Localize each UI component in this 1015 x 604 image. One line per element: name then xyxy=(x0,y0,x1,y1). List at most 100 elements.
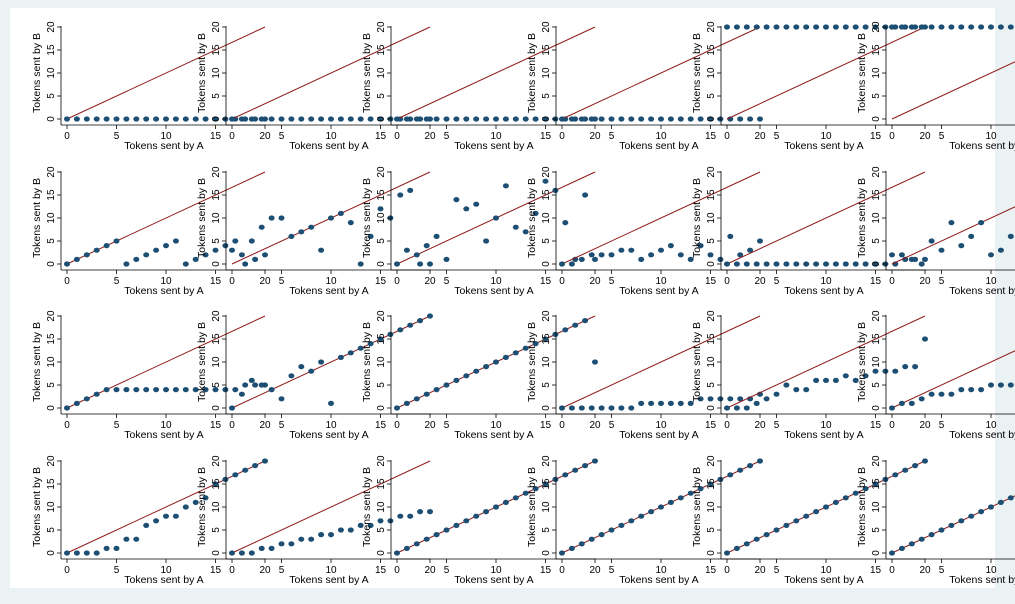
y-tick-label: 5 xyxy=(211,382,222,388)
data-point xyxy=(328,532,334,538)
data-point xyxy=(757,116,763,122)
y-tick-label: 5 xyxy=(541,238,552,244)
data-point xyxy=(677,495,684,501)
data-point xyxy=(783,522,790,529)
data-point xyxy=(288,233,295,239)
panel-14: 0 5 10 15 20 0 5 10 15 20 Tokens sent by A Tokens s… xyxy=(196,310,436,441)
x-tick-label: 5 xyxy=(114,131,120,142)
panel-18: 0 5 10 15 20 0 5 10 15 20 Tokens sent by A Tokens s… xyxy=(856,310,1015,441)
data-point xyxy=(889,550,895,556)
data-point xyxy=(908,256,915,262)
y-tick-label: 20 xyxy=(706,455,717,467)
data-point xyxy=(423,391,430,397)
data-point xyxy=(463,206,470,212)
data-point xyxy=(532,210,539,216)
panel-19: 0 5 10 15 20 0 5 10 15 20 Tokens sent by A Tokens s… xyxy=(31,455,271,586)
data-point xyxy=(397,192,404,198)
x-axis-title: Tokens sent by A xyxy=(949,140,1015,152)
data-point xyxy=(252,256,259,262)
diagonal-reference-line xyxy=(561,315,761,409)
data-point xyxy=(697,243,704,249)
data-point xyxy=(922,458,928,464)
y-tick-label: 10 xyxy=(871,356,882,368)
data-point xyxy=(367,522,374,529)
data-point xyxy=(337,210,344,216)
data-point xyxy=(928,238,935,244)
y-tick-label: 20 xyxy=(541,166,552,178)
data-point xyxy=(453,522,460,529)
data-point xyxy=(918,536,925,542)
data-point xyxy=(697,116,704,122)
data-point xyxy=(232,472,239,478)
y-tick-label: 15 xyxy=(376,189,387,201)
y-tick-label: 15 xyxy=(871,44,882,56)
data-point xyxy=(793,261,800,267)
x-axis-title: Tokens sent by A xyxy=(124,140,203,152)
data-point xyxy=(268,387,275,393)
data-point xyxy=(262,458,268,464)
data-point xyxy=(123,387,130,393)
diagonal-reference-line xyxy=(66,26,266,120)
y-tick-label: 5 xyxy=(871,93,882,99)
data-point xyxy=(242,467,249,473)
panel-5: 0 5 10 15 20 0 5 10 15 20 Tokens sent by A Tokens s… xyxy=(691,21,931,152)
data-point xyxy=(123,116,130,122)
data-point xyxy=(394,116,400,122)
data-point xyxy=(648,116,655,122)
y-tick-label: 0 xyxy=(871,261,882,267)
data-point xyxy=(889,24,895,30)
data-point xyxy=(737,252,744,258)
data-point xyxy=(143,252,150,258)
data-point xyxy=(64,405,70,411)
x-tick-label: 15 xyxy=(705,131,717,142)
data-point xyxy=(308,224,315,230)
data-point xyxy=(803,513,810,519)
data-point xyxy=(1007,382,1014,388)
data-point xyxy=(997,24,1004,30)
data-point xyxy=(357,261,364,267)
data-point xyxy=(248,116,255,122)
x-tick-label: 5 xyxy=(939,276,945,287)
data-point xyxy=(252,382,259,388)
data-point xyxy=(328,215,334,221)
data-point xyxy=(582,463,589,469)
data-point xyxy=(542,481,549,487)
data-point xyxy=(898,545,905,552)
y-tick-label: 15 xyxy=(376,333,387,345)
diagonal-reference-line xyxy=(891,350,1015,409)
data-point xyxy=(413,396,420,402)
panel-20: 0 5 10 15 20 0 5 10 15 20 Tokens sent by A Tokens s… xyxy=(196,455,436,586)
diagonal-reference-line xyxy=(66,171,266,265)
data-point xyxy=(337,527,344,533)
data-point xyxy=(113,116,120,122)
y-tick-label: 20 xyxy=(211,310,222,322)
data-point xyxy=(229,405,235,411)
data-point xyxy=(318,247,325,253)
data-point xyxy=(562,327,569,333)
y-tick-label: 15 xyxy=(211,478,222,490)
data-point xyxy=(308,368,315,374)
data-point xyxy=(667,499,674,505)
y-axis-title: Tokens sent by B xyxy=(196,178,208,258)
data-point xyxy=(578,405,585,411)
data-point xyxy=(522,229,529,235)
data-point xyxy=(433,116,440,122)
y-axis-title: Tokens sent by B xyxy=(361,322,373,402)
data-point xyxy=(733,405,740,411)
data-point xyxy=(724,405,730,411)
x-tick-label: 5 xyxy=(939,565,945,576)
data-point xyxy=(988,24,994,30)
data-point xyxy=(697,486,704,492)
x-tick-label: 0 xyxy=(64,420,70,431)
data-point xyxy=(928,532,935,538)
data-point xyxy=(403,247,410,253)
data-point xyxy=(202,116,209,122)
data-point xyxy=(258,545,265,552)
data-point xyxy=(377,116,384,122)
panel-1: 0 5 10 15 20 0 5 10 15 20 Tokens sent by A Tokens s… xyxy=(31,21,271,152)
diagonal-reference-line xyxy=(231,26,431,120)
data-point xyxy=(832,261,839,267)
panel-15: 0 5 10 15 20 0 5 10 15 20 Tokens sent by A Tokens s… xyxy=(361,310,601,441)
x-tick-label: 0 xyxy=(724,131,730,142)
x-tick-label: 15 xyxy=(210,276,222,287)
